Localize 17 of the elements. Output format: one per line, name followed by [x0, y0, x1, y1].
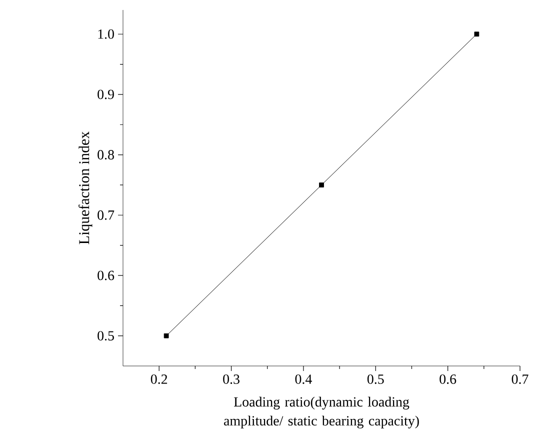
x-tick-label: 0.2: [150, 374, 168, 384]
y-tick-label: 1.0: [98, 29, 114, 39]
x-tick-label: 0.7: [512, 374, 528, 384]
y-tick-label: 0.7: [98, 210, 114, 220]
y-tick-label: 0.5: [98, 331, 114, 341]
x-axis-title: Loading ratio(dynamic loading amplitude/ static bearing capacity): [224, 396, 419, 428]
x-tick-label: 0.6: [440, 374, 456, 384]
x-tick-label: 0.5: [367, 374, 384, 384]
point: [164, 333, 169, 338]
x-tick-label: 0.4: [295, 374, 312, 384]
point: [474, 32, 480, 37]
y-tick-label: 0.6: [98, 270, 114, 280]
x-tick-label: 0.3: [223, 374, 240, 384]
y-tick-label: 0.9: [98, 90, 114, 100]
y-axis-title: Liquefaction index: [78, 132, 92, 244]
point: [319, 182, 324, 188]
y-tick-label: 0.8: [98, 150, 114, 160]
